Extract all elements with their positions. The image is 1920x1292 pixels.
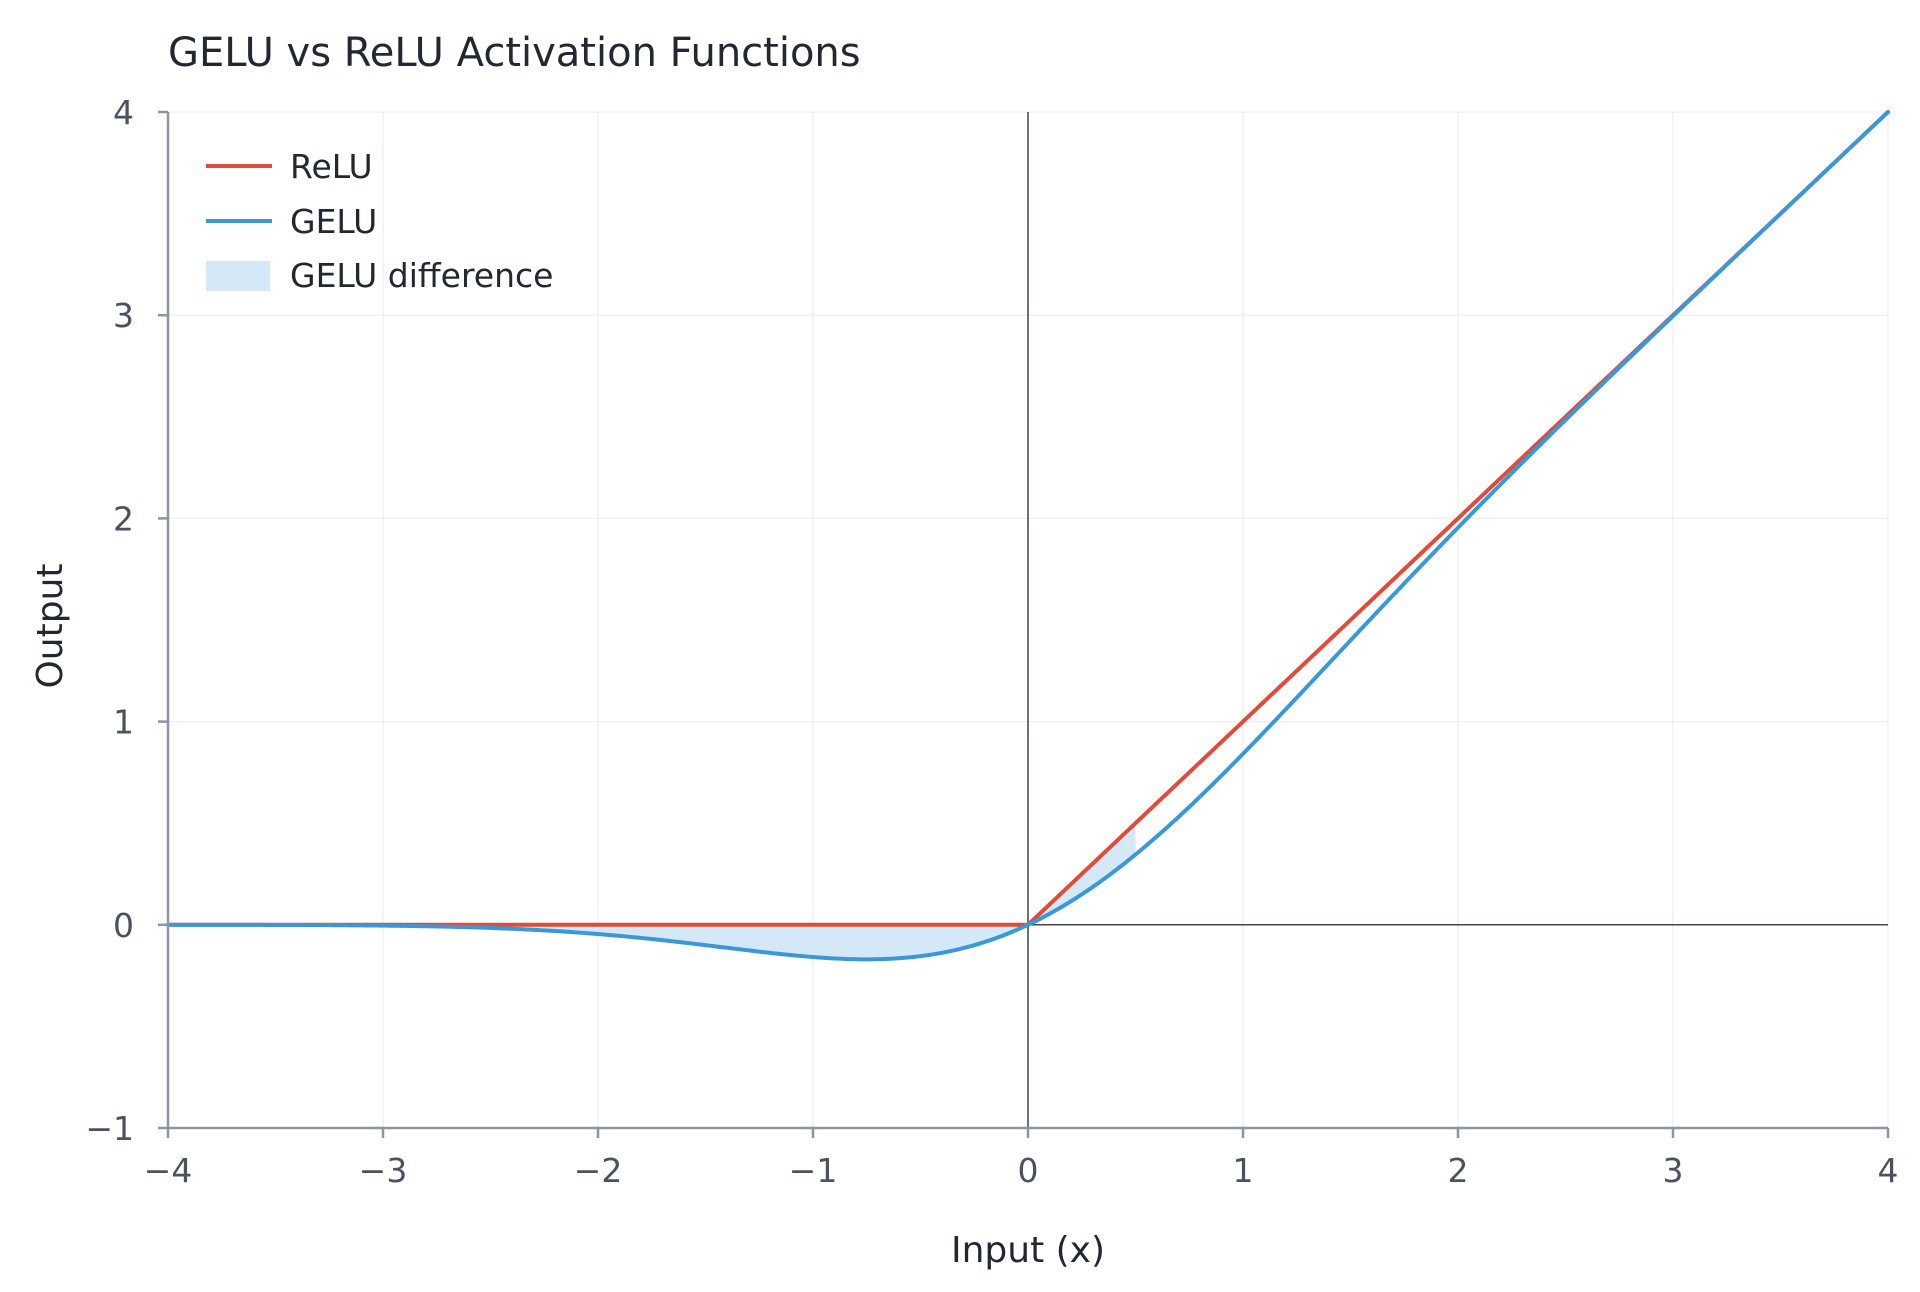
series-line-gelu	[166, 110, 1890, 962]
x-tick-label: 3	[1663, 1151, 1684, 1190]
legend: ReLU GELU GELU difference	[206, 147, 553, 295]
x-tick-label: 1	[1233, 1151, 1254, 1190]
legend-relu-label: ReLU	[290, 147, 373, 186]
x-tick-label: −2	[574, 1151, 623, 1190]
y-tick-label: 2	[113, 499, 134, 538]
legend-difference-label: GELU difference	[290, 256, 553, 295]
y-tick-label: 0	[113, 906, 134, 945]
x-tick-label: −1	[789, 1151, 838, 1190]
x-axis-title: Input (x)	[951, 1230, 1105, 1271]
series-layer	[166, 110, 1890, 962]
legend-difference-swatch	[206, 261, 270, 291]
y-tick-label: −1	[85, 1109, 134, 1148]
x-tick-label: −3	[359, 1151, 408, 1190]
x-ticks: −4 −3 −2 −1 0 1 2 3 4	[144, 1128, 1899, 1190]
y-ticks: −1 0 1 2 3 4	[85, 93, 168, 1148]
y-tick-label: 1	[113, 703, 134, 742]
legend-gelu-label: GELU	[290, 202, 377, 241]
x-tick-label: −4	[144, 1151, 193, 1190]
x-tick-label: 2	[1448, 1151, 1469, 1190]
y-axis-title: Output	[30, 563, 71, 688]
y-tick-label: 3	[113, 296, 134, 335]
chart-title: GELU vs ReLU Activation Functions	[168, 30, 861, 76]
y-tick-label: 4	[113, 93, 134, 132]
x-tick-label: 4	[1878, 1151, 1899, 1190]
x-tick-label: 0	[1018, 1151, 1039, 1190]
